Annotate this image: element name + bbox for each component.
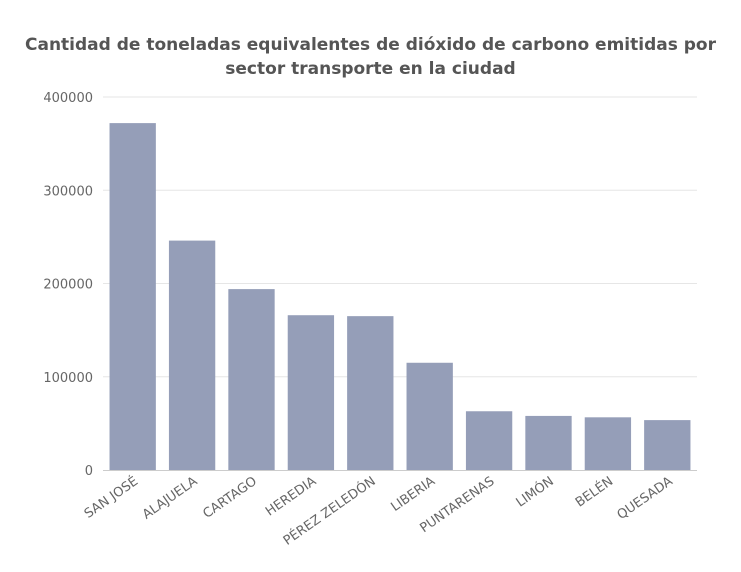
- y-tick-label: 400000: [43, 91, 93, 106]
- y-tick-label: 100000: [43, 371, 93, 386]
- x-tick-label: LIMÓN: [513, 473, 557, 510]
- y-tick-label: 0: [85, 464, 93, 479]
- bars: [109, 123, 691, 471]
- x-tick-label: ALAJUELA: [140, 474, 201, 523]
- bar[interactable]: [347, 316, 394, 470]
- chart-title: Cantidad de toneladas equivalentes de di…: [25, 35, 716, 79]
- bar[interactable]: [525, 415, 572, 470]
- y-tick-label: 200000: [43, 278, 93, 293]
- bar[interactable]: [109, 123, 156, 471]
- bar[interactable]: [644, 420, 691, 470]
- bar[interactable]: [287, 315, 335, 470]
- x-tick-label: CARTAGO: [200, 474, 259, 522]
- y-axis-ticks: 0 100000 200000 300000 400000: [43, 91, 93, 479]
- bar[interactable]: [228, 289, 275, 470]
- bar[interactable]: [465, 411, 513, 470]
- y-tick-label: 300000: [43, 184, 93, 199]
- x-tick-label: BELÉN: [572, 473, 616, 510]
- bar[interactable]: [406, 362, 453, 470]
- bar[interactable]: [168, 240, 216, 470]
- bar[interactable]: [584, 417, 632, 470]
- x-tick-label: QUESADA: [615, 474, 676, 523]
- x-tick-label: HEREDIA: [263, 474, 319, 520]
- x-tick-label: LIBERIA: [388, 474, 438, 515]
- x-tick-label: SAN JOSÉ: [81, 473, 141, 522]
